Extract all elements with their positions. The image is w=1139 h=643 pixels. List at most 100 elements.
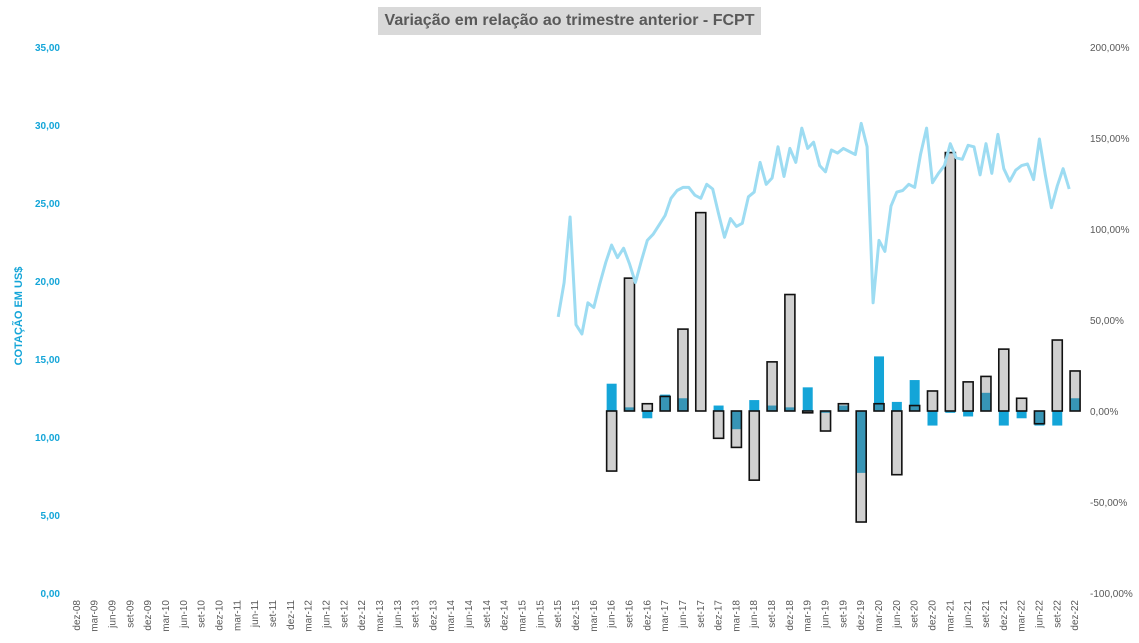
outline-bar [801,410,814,414]
outline-bar [659,395,671,412]
x-tick-label: mar-18 [731,600,742,632]
y-right-tick-label: 200,00% [1090,43,1130,54]
blue-bar [642,411,653,419]
title-background [378,7,761,35]
y-right-tick-label: 50,00% [1090,316,1124,327]
x-tick-label: mar-19 [803,600,814,632]
x-tick-label: mar-21 [945,600,956,632]
x-tick-label: set-13 [411,600,422,628]
outline-bar [873,402,885,412]
x-tick-label: set-19 [838,600,849,628]
blue-bar [731,411,742,430]
x-tick-label: dez-13 [428,600,439,631]
x-tick-label: jun-22 [1034,600,1045,629]
y-left-tick-label: 35,00 [35,43,60,54]
blue-bar [820,411,831,413]
outline-bar [677,328,689,412]
price-line [556,121,1071,336]
x-tick-label: dez-09 [143,600,154,631]
x-tick-label: jun-14 [464,600,475,629]
x-tick-label: jun-21 [963,600,974,629]
x-tick-label: jun-10 [179,600,190,629]
blue-bar [713,405,724,411]
x-tick-label: set-17 [696,600,707,628]
outline-bar [855,410,867,523]
outline-bar [1051,339,1064,412]
x-tick-label: mar-22 [1017,600,1028,632]
outline-bar [1033,410,1046,425]
blue-bar [1034,411,1045,426]
blue-bar [838,405,849,411]
outline-bar [766,361,778,412]
blue-bar [784,407,795,411]
blue-bar [891,401,902,411]
x-tick-label: set-09 [125,600,136,628]
x-tick-label: set-18 [767,600,778,628]
y-left-tick-label: 25,00 [35,199,60,210]
outline-bar [1069,370,1081,412]
blue-bar [749,400,760,411]
x-tick-label: mar-14 [446,600,457,632]
outline-bar [962,381,974,412]
x-tick-label: jun-12 [321,600,332,629]
x-tick-label: set-12 [339,600,350,628]
blue-bar [1016,411,1027,419]
outline-bar [819,410,832,432]
x-tick-label: set-16 [624,600,635,628]
x-tick-label: dez-18 [785,600,796,631]
blue-bar [963,411,974,417]
x-tick-label: dez-12 [357,600,368,631]
blue-bar [980,392,991,411]
x-tick-label: dez-22 [1070,600,1081,631]
blue-bar [1052,411,1063,426]
x-tick-label: set-15 [553,600,564,628]
x-tick-label: mar-09 [90,600,101,632]
y-left-tick-label: 20,00 [35,277,60,288]
x-tick-label: jun-13 [393,600,404,629]
x-tick-label: mar-17 [660,600,671,632]
x-tick-label: mar-20 [874,600,885,632]
x-tick-label: set-21 [981,600,992,628]
outline-bar [623,277,636,412]
x-tick-label: mar-15 [518,600,529,632]
blue-bar [606,383,617,411]
y-right-tick-label: 150,00% [1090,134,1130,145]
y-left-tick-label: 10,00 [35,433,60,444]
x-tick-label: dez-20 [927,600,938,631]
outline-bar [980,375,992,412]
x-tick-label: jun-17 [678,600,689,629]
x-tick-label: jun-20 [892,600,903,629]
y-right-tick-label: 0,00% [1090,407,1118,418]
x-tick-label: set-11 [268,600,279,627]
y-right-tick-label: -50,00% [1090,498,1127,509]
blue-bar [998,411,1009,426]
x-tick-label: dez-17 [714,600,725,631]
blue-bar [874,356,885,411]
y-left-tick-label: 5,00 [41,511,61,522]
x-tick-label: jun-19 [821,600,832,629]
blue-bar [1070,398,1081,411]
x-tick-label: mar-13 [375,600,386,632]
y-right-tick-label: 100,00% [1090,225,1130,236]
x-tick-label: jun-16 [607,600,618,629]
outline-bar [641,402,654,412]
x-tick-label: dez-16 [642,600,653,631]
outline-bar [784,293,796,412]
blue-bar [767,405,778,411]
x-tick-label: jun-11 [250,600,261,628]
chart-title: Variação em relação ao trimestre anterio… [384,12,755,29]
x-tick-label: jun-09 [108,600,119,629]
x-tick-label: set-10 [197,600,208,628]
y-right-tick-label: -100,00% [1090,589,1133,600]
y-left-tick-label: 30,00 [35,121,60,132]
blue-bar [909,380,920,411]
blue-bar [677,398,688,411]
x-tick-label: dez-08 [72,600,83,631]
outline-bar [997,348,1010,412]
x-tick-label: mar-16 [589,600,600,632]
x-tick-label: mar-12 [304,600,315,632]
x-tick-label: mar-10 [161,600,172,632]
y-left-tick-label: 0,00 [41,589,61,600]
